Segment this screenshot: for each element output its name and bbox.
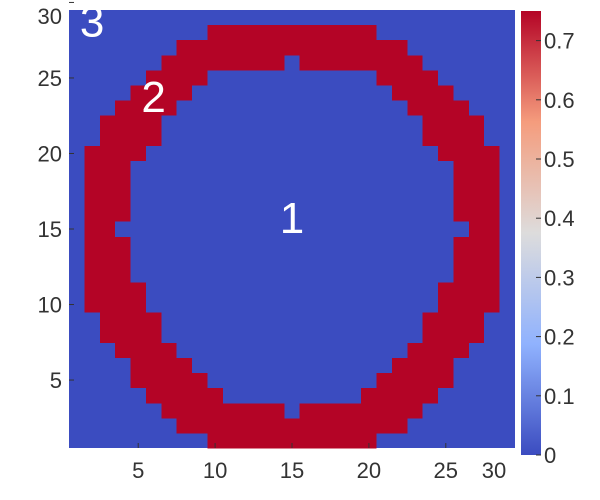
inner-cell-row [161,327,423,343]
region-label-3: 3 [80,0,104,47]
inner-cell-row [161,312,423,328]
inner-cell-row [145,281,439,298]
inner-cell-row [284,402,300,419]
ring-cell-row [207,25,377,41]
x-tick-label: 10 [203,458,227,483]
inner-cell-row [176,100,408,117]
colorbar-tick-label: 0.5 [544,147,575,172]
inner-cell-row [130,206,454,223]
inner-cell-row [115,221,469,238]
y-tick-label: 25 [38,66,62,91]
colorbar-tick-label: 0.1 [544,384,575,409]
inner-cell-row [130,191,454,207]
inner-cell-row [145,296,439,313]
inner-cell-row [161,130,423,147]
region-label-1: 1 [280,194,304,243]
colorbar-tick-label: 0.2 [544,325,575,350]
inner-cell-row [130,236,454,253]
y-axis: 5 10 15 20 25 30 [38,1,74,393]
y-tick-label: 20 [38,141,62,166]
colorbar-tick-label: 0.4 [544,206,575,231]
y-tick-label: 30 [38,4,62,29]
region-label-2: 2 [141,73,165,122]
colorbar-tick-label: 0 [544,443,556,468]
region-labels: 1 23 [80,0,304,243]
inner-cell-row [130,251,454,268]
y-tick-label: 15 [38,217,62,242]
inner-cell-row [145,145,439,162]
inner-cell-row [130,176,454,192]
x-axis: 5 10 15 20 25 30 [132,443,524,483]
colorbar-tick-label: 0.6 [544,88,575,113]
inner-cell-row [161,115,423,132]
colorbar: 0 0.1 0.2 0.3 0.4 0.5 0.6 0.7 [521,11,575,468]
colorbar-tick-label: 0.3 [544,265,575,290]
x-tick-label: 5 [132,458,144,483]
x-tick-label: 25 [434,458,458,483]
colorbar-gradient [521,11,541,455]
plot-area [69,10,515,449]
x-tick-label: 20 [357,458,381,483]
inner-cell-row [130,161,454,177]
inner-cell-row [192,85,392,102]
inner-cell-row [192,357,392,374]
inner-cell-row [207,70,377,87]
inner-cell-row [176,342,408,358]
ring-cell-row [207,432,377,449]
y-tick-label: 10 [38,293,62,318]
ring-cell-row [176,417,408,434]
inner-cell-row [130,266,454,283]
x-tick-label: 30 [482,458,506,483]
y-tick-label: 5 [50,368,62,393]
inner-cell-row [284,55,300,72]
colorbar-tick-label: 0.7 [544,29,575,54]
x-tick-label: 15 [280,458,304,483]
inner-cell-row [207,372,377,389]
inner-cell-row [222,387,362,404]
ring-cell-row [176,40,408,56]
